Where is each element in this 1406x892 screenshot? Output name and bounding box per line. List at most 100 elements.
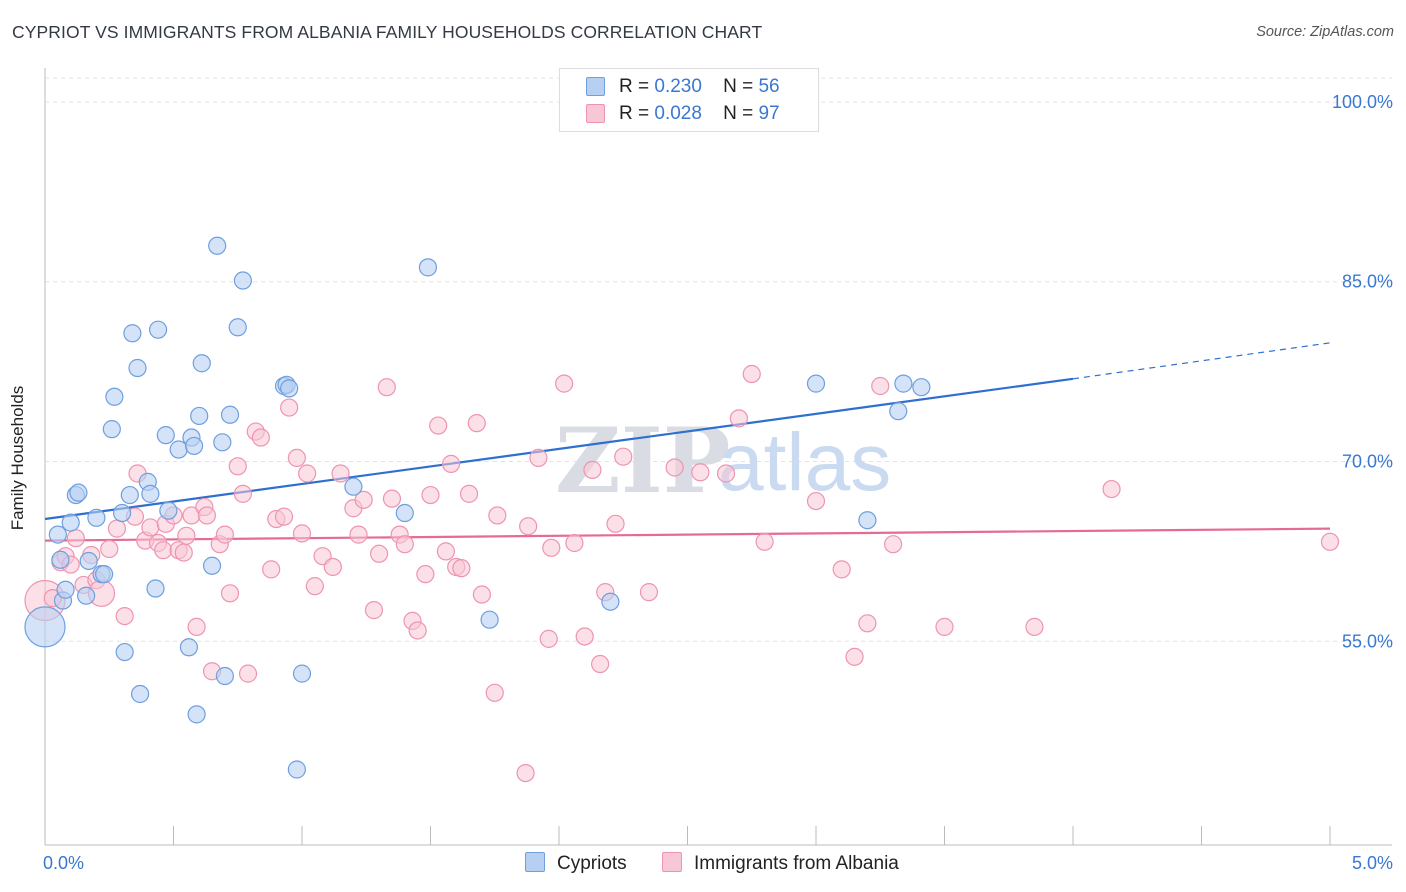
albania-point <box>729 409 749 428</box>
cypriot-point <box>24 606 66 648</box>
albania-point <box>436 542 456 561</box>
albania-point <box>452 559 471 578</box>
correlation-legend: R = 0.230 N = 56 R = 0.028 N = 97 <box>559 68 819 132</box>
chart-title: CYPRIOT VS IMMIGRANTS FROM ALBANIA FAMIL… <box>12 22 763 42</box>
albania-point <box>575 627 594 646</box>
albania-point <box>883 535 903 554</box>
cypriot-point <box>601 592 620 611</box>
albania-point <box>408 621 427 640</box>
x-tick-label: 5.0% <box>1352 853 1393 873</box>
albania-point <box>238 664 258 683</box>
albania-point <box>583 460 602 479</box>
albania-point <box>472 585 491 604</box>
cypriot-point <box>156 426 175 445</box>
albania-point <box>529 448 548 468</box>
albania-point <box>565 533 584 553</box>
albania-point <box>287 448 306 468</box>
cypriot-point <box>141 484 160 503</box>
albania-point <box>298 464 317 483</box>
watermark-zip: ZIP <box>555 408 730 514</box>
albania-point <box>100 539 119 559</box>
legend-n-value: 97 <box>758 103 780 124</box>
cypriot-point <box>128 358 147 378</box>
albania-point <box>115 606 134 626</box>
cypriot-point <box>208 236 227 255</box>
cypriot-point <box>344 477 363 496</box>
cypriot-point <box>120 485 139 505</box>
watermark-atlas: atlas <box>718 417 891 508</box>
cypriot-point <box>77 586 96 605</box>
cypriot-point <box>184 436 204 456</box>
trend-line-cypriots-extension <box>1072 342 1331 380</box>
albania-point <box>716 464 736 483</box>
cypriot-point <box>806 374 826 393</box>
albania-point <box>305 577 324 596</box>
bottom-legend-albania: Immigrants from Albania <box>662 852 899 875</box>
albania-point <box>542 538 561 557</box>
legend-swatch-pink <box>586 104 605 123</box>
albania-point <box>614 447 633 466</box>
albania-point <box>220 584 240 603</box>
tick-labels: 100.0% 85.0% 70.0% 55.0% 0.0% 5.0% <box>43 92 1393 873</box>
albania-point <box>280 398 299 417</box>
trend-line-albania <box>44 527 1331 542</box>
source-credit: Source: ZipAtlas.com <box>1256 24 1394 40</box>
cypriot-point <box>233 271 252 290</box>
legend-r-value: 0.230 <box>654 76 702 97</box>
albania-point <box>274 507 294 526</box>
albania-point <box>1320 532 1340 551</box>
cypriot-point <box>87 508 106 527</box>
cypriot-point <box>51 550 70 569</box>
legend-r-label: R = <box>619 103 650 124</box>
albania-point <box>606 514 625 533</box>
albania-point <box>177 526 196 545</box>
albania-point <box>485 683 504 702</box>
cypriot-point <box>858 511 877 530</box>
cypriot-point <box>220 405 240 424</box>
albania-point <box>519 517 538 536</box>
albania-point <box>354 490 373 509</box>
albania-point <box>323 557 342 577</box>
albania-point <box>215 525 234 544</box>
albania-point <box>421 485 440 505</box>
albania-point <box>1025 617 1044 636</box>
albania-point <box>488 506 507 525</box>
cypriot-point <box>95 565 114 584</box>
cypriot-point <box>228 318 247 337</box>
albania-point <box>174 543 193 562</box>
x-tick-label: 0.0% <box>43 853 84 873</box>
albania-point <box>262 560 281 579</box>
cypriot-point <box>105 387 124 406</box>
albania-point <box>154 541 173 560</box>
bottom-legend-swatch-pink <box>662 852 682 872</box>
bottom-legend-cypriots: Cypriots <box>525 852 627 875</box>
cypriot-point <box>280 379 299 398</box>
albania-point <box>539 629 558 648</box>
trend-line-cypriots <box>44 377 1074 521</box>
albania-point <box>364 601 384 620</box>
legend-n-label: N = <box>723 103 754 124</box>
albania-point <box>429 416 448 435</box>
albania-point <box>806 491 826 511</box>
albania-point <box>197 506 217 525</box>
legend-swatch-blue <box>586 77 605 96</box>
cypriot-point <box>69 483 88 502</box>
cypriot-point <box>287 760 306 779</box>
cypriot-point <box>292 664 312 683</box>
albania-point <box>66 529 85 548</box>
albania-point <box>845 647 864 666</box>
albania-point <box>416 565 435 584</box>
albania-point <box>467 414 486 433</box>
y-tick-label: 100.0% <box>1332 92 1393 112</box>
albania-point <box>691 463 710 482</box>
albania-point <box>107 519 127 538</box>
albania-point <box>516 763 535 783</box>
cypriot-point <box>418 258 438 277</box>
cypriot-point <box>79 551 98 571</box>
trend-lines <box>44 342 1331 542</box>
albania-point <box>755 532 774 551</box>
y-tick-label: 85.0% <box>1342 272 1393 292</box>
y-tick-label: 55.0% <box>1342 631 1393 651</box>
legend-n-label: N = <box>723 76 754 97</box>
